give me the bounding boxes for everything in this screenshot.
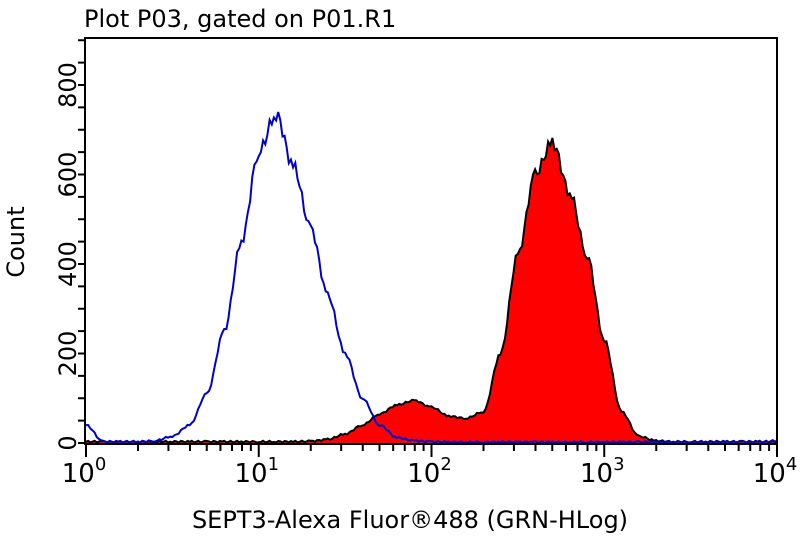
y-tick-label: 800: [54, 62, 82, 108]
chart-title: Plot P03, gated on P01.R1: [84, 5, 396, 33]
series-0-line: [85, 111, 778, 445]
x-tick-label: 104: [753, 454, 798, 489]
y-tick-label: 200: [54, 331, 82, 377]
y-axis: 0 200 400 600 800: [54, 39, 86, 451]
series-1-line: [85, 137, 778, 444]
x-axis: 100 101 102 103 104: [62, 443, 798, 489]
x-tick-label: 101: [234, 454, 279, 489]
x-tick-label: 102: [407, 454, 452, 489]
x-tick-label: 103: [580, 454, 625, 489]
x-tick-label: 100: [62, 454, 107, 489]
y-axis-label: Count: [2, 206, 30, 277]
plot-area: [85, 111, 778, 445]
x-axis-label: SEPT3-Alexa Fluor®488 (GRN-HLog): [192, 506, 628, 534]
y-tick-label: 0: [54, 435, 82, 450]
plot-frame: [84, 37, 778, 445]
series-1-fill: [86, 137, 777, 443]
y-tick-label: 600: [54, 152, 82, 198]
y-tick-label: 400: [54, 241, 82, 287]
